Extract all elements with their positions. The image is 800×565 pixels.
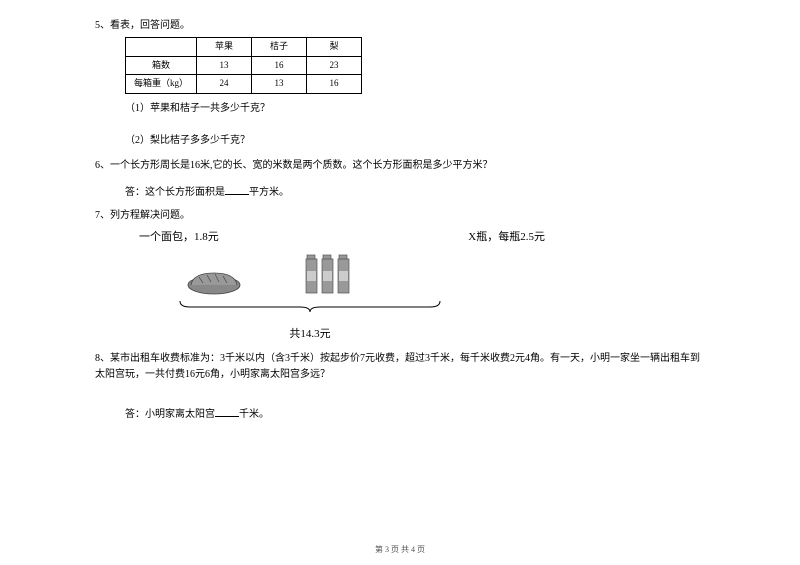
- th-orange: 桔子: [252, 38, 307, 57]
- q6-answer: 答：这个长方形面积是 平方米。: [125, 185, 705, 200]
- th-apple: 苹果: [197, 38, 252, 57]
- cell: 24: [197, 75, 252, 94]
- q5-sub2: （2）梨比桔子多多少千克？: [125, 132, 705, 150]
- question-6: 6、一个长方形周长是16米,它的长、宽的米数是两个质数。这个长方形面积是多少平方…: [95, 158, 705, 200]
- cell: 13: [197, 56, 252, 75]
- question-7: 7、列方程解决问题。 一个面包，1.8元 X瓶，每瓶2.5元: [95, 208, 705, 343]
- row-label: 箱数: [126, 56, 197, 75]
- q7-diagram: 一个面包，1.8元 X瓶，每瓶2.5元: [135, 229, 555, 343]
- table-row: 箱数 13 16 23: [126, 56, 362, 75]
- q5-number: 5、: [95, 20, 110, 31]
- diagram-left-label: 一个面包，1.8元: [139, 229, 219, 246]
- q5-prompt: 看表，回答问题。: [110, 20, 190, 31]
- q8-answer: 答：小明家离太阳宫 千米。: [125, 407, 705, 423]
- th-pear: 梨: [307, 38, 362, 57]
- cell: 13: [252, 75, 307, 94]
- blank-field[interactable]: [215, 407, 239, 417]
- cell: 23: [307, 56, 362, 75]
- question-5: 5、看表，回答问题。 苹果 桔子 梨 箱数 13 16 23 每箱重（kg） 2…: [95, 18, 705, 150]
- q6-number: 6、: [95, 160, 110, 171]
- q6-answer-prefix: 答：这个长方形面积是: [125, 187, 225, 198]
- table-row: 每箱重（kg） 24 13 16: [126, 75, 362, 94]
- table-row: 苹果 桔子 梨: [126, 38, 362, 57]
- question-8: 8、某市出租车收费标准为：3千米以内（含3千米）按起步价7元收费，超过3千米，每…: [95, 351, 705, 423]
- th-blank: [126, 38, 197, 57]
- row-label: 每箱重（kg）: [126, 75, 197, 94]
- cell: 16: [252, 56, 307, 75]
- q8-prompt: 某市出租车收费标准为：3千米以内（含3千米）按起步价7元收费，超过3千米，每千米…: [95, 353, 700, 380]
- q7-number: 7、: [95, 210, 110, 221]
- q7-total: 共14.3元: [175, 326, 445, 343]
- diagram-right-label: X瓶，每瓶2.5元: [468, 229, 545, 246]
- q6-answer-suffix: 平方米。: [249, 187, 289, 198]
- blank-field[interactable]: [225, 185, 249, 195]
- q6-prompt: 一个长方形周长是16米,它的长、宽的米数是两个质数。这个长方形面积是多少平方米？: [110, 160, 493, 171]
- q5-sub1: （1）苹果和桔子一共多少千克？: [125, 100, 705, 118]
- q7-prompt: 列方程解决问题。: [110, 210, 190, 221]
- q5-table: 苹果 桔子 梨 箱数 13 16 23 每箱重（kg） 24 13 16: [125, 37, 362, 94]
- cell: 16: [307, 75, 362, 94]
- q8-answer-prefix: 答：小明家离太阳宫: [125, 409, 215, 420]
- q8-answer-suffix: 千米。: [239, 409, 269, 420]
- bread-icon: [185, 267, 243, 295]
- page-footer: 第 3 页 共 4 页: [0, 544, 800, 555]
- q8-number: 8、: [95, 353, 110, 364]
- brace-icon: [175, 299, 445, 313]
- bottles-icon: [303, 253, 351, 295]
